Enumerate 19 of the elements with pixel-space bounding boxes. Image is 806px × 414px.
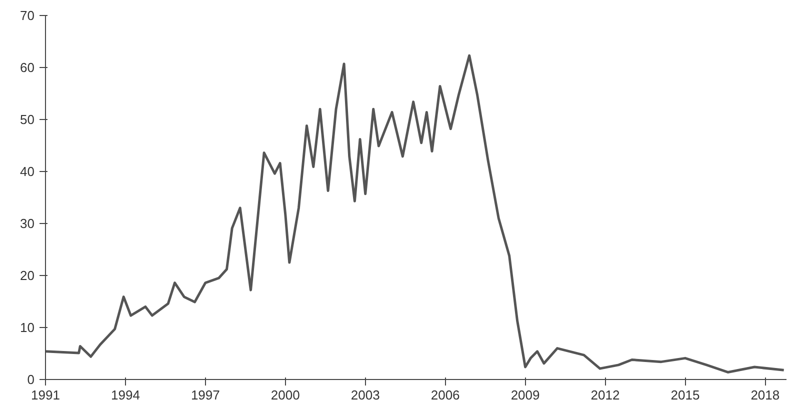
x-tick-label: 1991 [31, 388, 60, 402]
y-tick-label: 40 [20, 164, 35, 179]
y-tick-label: 30 [20, 216, 35, 231]
y-tick-label: 10 [20, 320, 35, 335]
x-tick-label: 1997 [190, 388, 220, 402]
x-tick-label: 2009 [510, 388, 540, 402]
y-tick-label: 70 [20, 8, 35, 23]
y-tick-label: 60 [20, 60, 35, 75]
x-tick-label: 1994 [111, 388, 140, 402]
x-tick-label: 2015 [670, 388, 700, 402]
x-tick-label: 2006 [430, 388, 460, 402]
y-tick-label: 20 [20, 268, 35, 283]
x-tick-label: 2000 [270, 388, 300, 402]
x-tick-label: 2003 [350, 388, 380, 402]
x-tick-label: 2012 [590, 388, 620, 402]
line-series [46, 54, 786, 374]
y-tick-label: 0 [27, 372, 35, 387]
y-tick-label: 50 [20, 112, 35, 127]
x-tick-label: 2018 [750, 388, 780, 402]
